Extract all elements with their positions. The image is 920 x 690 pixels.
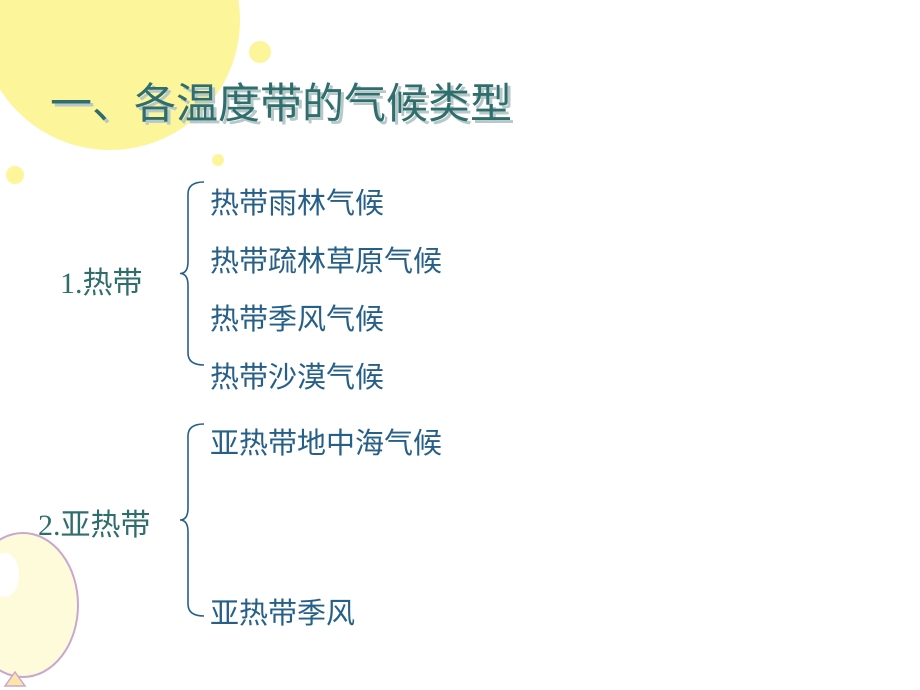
bracket — [180, 180, 208, 367]
list-item: 亚热带季风 — [210, 590, 355, 632]
title-text: 一、各温度带的气候类型 — [50, 70, 512, 131]
list-item: 热带疏林草原气候 — [210, 238, 442, 280]
group-label: 2.亚热带 — [38, 500, 151, 544]
bracket — [180, 422, 208, 618]
group-label: 1.热带 — [60, 258, 143, 302]
list-item: 热带雨林气候 — [210, 180, 384, 222]
list-item: 亚热带地中海气候 — [210, 420, 442, 462]
list-item: 热带季风气候 — [210, 296, 384, 338]
list-item: 热带沙漠气候 — [210, 354, 384, 396]
